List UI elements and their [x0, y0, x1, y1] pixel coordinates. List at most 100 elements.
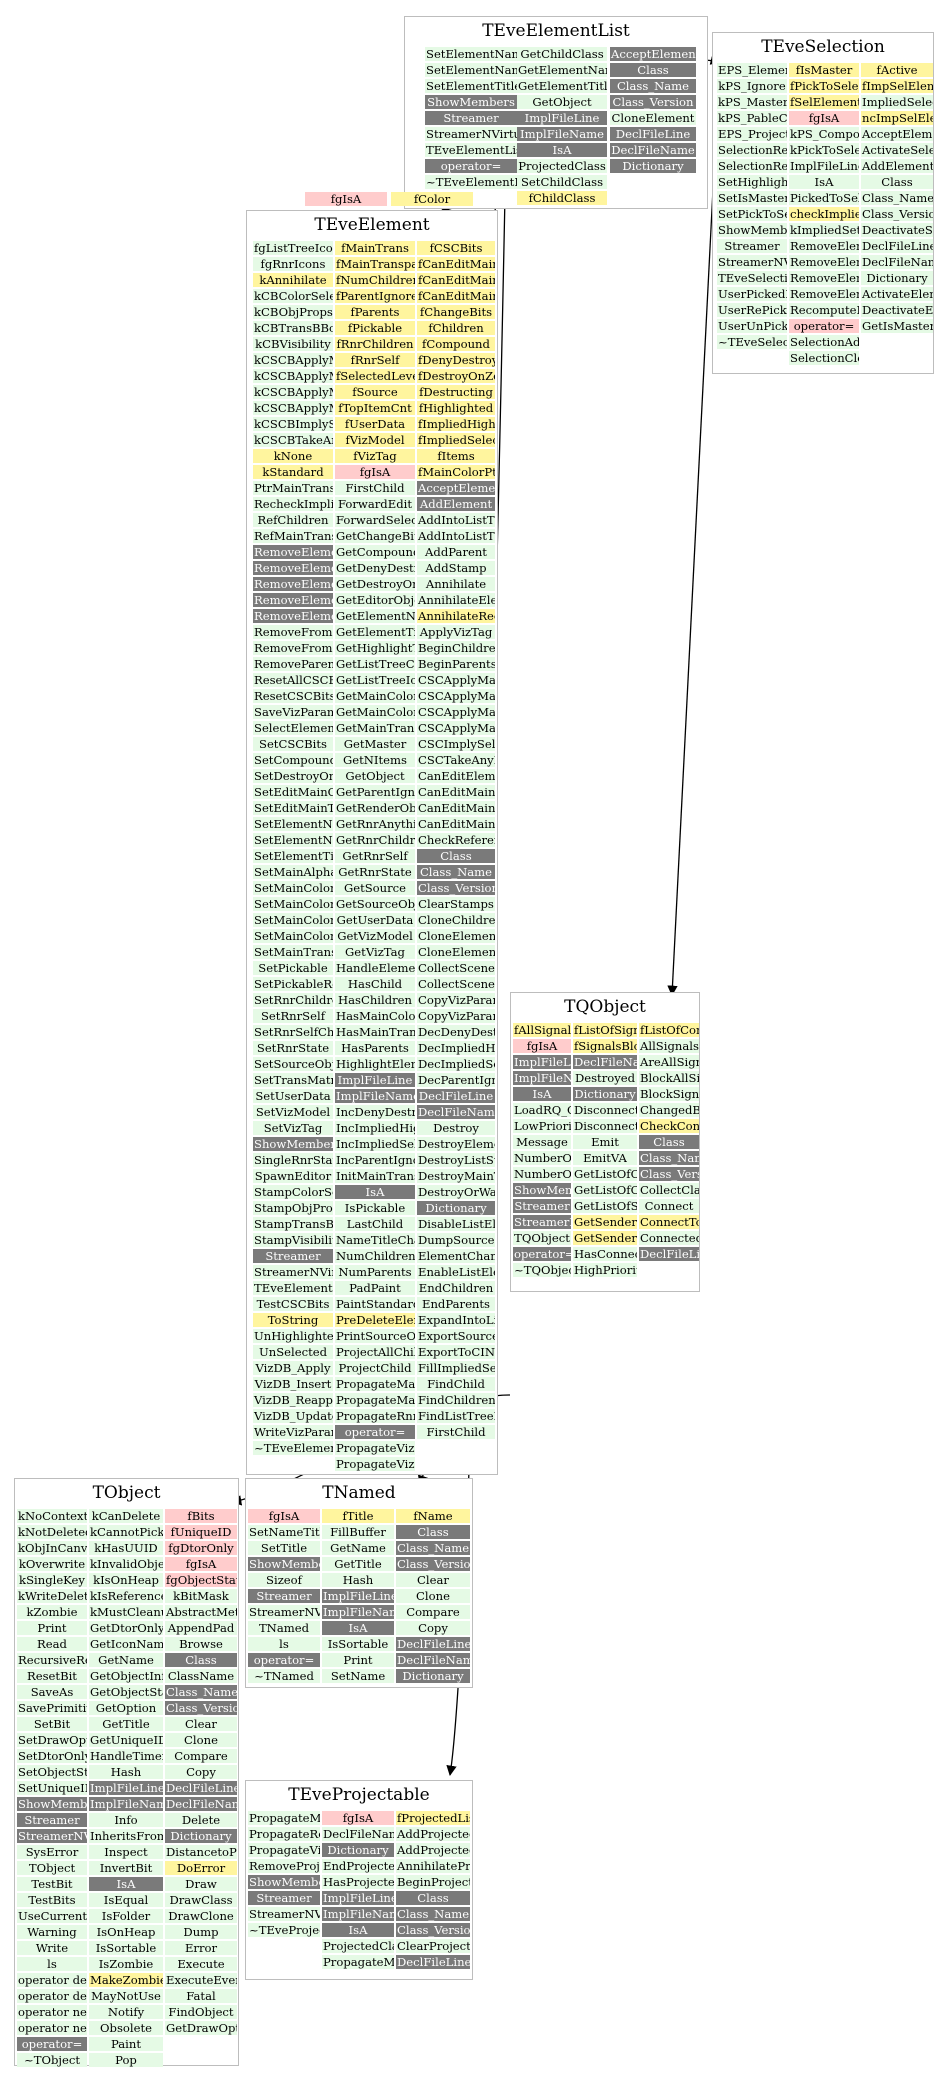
- class-member: Connect: [639, 1199, 699, 1213]
- class-member: ClearProjectedList: [396, 1939, 470, 1953]
- class-member: ImplFileLine: [89, 1781, 163, 1795]
- class-member: SelectionAdded: [789, 335, 859, 349]
- class-member: GetElementTitle: [517, 79, 607, 93]
- class-member: AreAllSignalsBlocked: [639, 1055, 699, 1069]
- class-member: kOverwrite: [17, 1557, 87, 1571]
- class-member: ProjectedClass: [517, 159, 607, 173]
- class-member: VizDB_Reapply: [253, 1393, 333, 1407]
- class-member: fCanEditMainColor: [417, 257, 495, 271]
- class-box-teveprojectable: TEveProjectable PropagateMainTransparenc…: [245, 1780, 473, 1980]
- class-member: InvertBit: [89, 1861, 163, 1875]
- class-member: kImpliedSetForItem: [789, 223, 859, 237]
- class-member: Copy: [165, 1765, 237, 1779]
- class-member: PropagateVizParamsToElements: [335, 1441, 415, 1455]
- class-member: DeclFileName: [322, 1827, 394, 1841]
- class-member: kCSCBApplyMainColorToAllChildren: [253, 353, 333, 367]
- class-member: ActivateSelection: [861, 143, 933, 157]
- class-member: kInvalidObject: [89, 1557, 163, 1571]
- class-member: ClearStamps: [417, 897, 495, 911]
- member-column: kCanDelete kCannotPick kHasUUID kInvalidObj…: [89, 1509, 163, 2067]
- class-member: Dictionary: [417, 1201, 495, 1215]
- class-member: fParentIgnoreCnt: [335, 289, 415, 303]
- class-member: GetUniqueID: [89, 1733, 163, 1747]
- class-member: Class: [396, 1525, 470, 1539]
- class-member: Streamer: [717, 239, 787, 253]
- class-member: TQObject: [513, 1231, 571, 1245]
- class-member: EndChildren: [417, 1281, 495, 1295]
- class-member: GetRnrAnything: [335, 817, 415, 831]
- class-member: EndParents: [417, 1297, 495, 1311]
- class-member: CopyVizParamsFromDB: [417, 1009, 495, 1023]
- class-member: RemoveElementsLocal: [253, 593, 333, 607]
- class-member: Print: [322, 1653, 394, 1667]
- class-member: kIsReferenced: [89, 1589, 163, 1603]
- class-member: Dictionary: [861, 271, 933, 285]
- class-member: AnnihilateProjecteds: [396, 1859, 470, 1873]
- class-member: HasConnection: [573, 1247, 637, 1261]
- class-member: VizDB_UpdateModel: [253, 1409, 333, 1423]
- class-member: Sizeof: [248, 1573, 320, 1587]
- class-member: NameTitleChanged: [335, 1233, 415, 1247]
- class-member: kCSCBApplyMainTransparencyToAllChildren: [253, 385, 333, 399]
- class-member: Class_Name: [396, 1541, 470, 1555]
- class-member: Clear: [165, 1717, 237, 1731]
- class-member: SingleRnrState: [253, 1153, 333, 1167]
- class-member: RefMainTrans: [253, 529, 333, 543]
- class-member: kCBVisibility: [253, 337, 333, 351]
- class-box-teveselection: TEveSelection EPS_Element kPS_Ignore kPS_M…: [712, 32, 934, 374]
- class-member: UnHighlighted: [253, 1329, 333, 1343]
- class-member: fPickToSelect: [789, 79, 859, 93]
- class-member: fgObjectStat: [165, 1573, 237, 1587]
- class-member: AddElement: [417, 497, 495, 511]
- class-member: CloneElement: [417, 929, 495, 943]
- class-member: RemoveFromListTrees: [253, 641, 333, 655]
- class-member: ShowMembers: [717, 223, 787, 237]
- class-member: Class: [165, 1653, 237, 1667]
- class-member: fChildren: [417, 321, 495, 335]
- class-member: UseCurrentStyle: [17, 1909, 87, 1923]
- class-member: BeginParents: [417, 657, 495, 671]
- class-member: AddElement: [861, 159, 933, 173]
- class-member: DeclFileName: [861, 255, 933, 269]
- class-member: DeclFileName: [417, 1105, 495, 1119]
- class-member: TestBit: [17, 1877, 87, 1891]
- class-member: Execute: [165, 1957, 237, 1971]
- class-member: SpawnEditor: [253, 1169, 333, 1183]
- class-member: FindObject: [165, 2005, 237, 2019]
- class-member: RecheckImpliedSelections: [253, 497, 333, 511]
- class-box-tqobject: TQObject fAllSignalsBlocked fgIsA ImplFile…: [510, 992, 700, 1292]
- class-member: SetCompound: [253, 753, 333, 767]
- class-member: DecImpliedSelected: [417, 1057, 495, 1071]
- class-member: Destroyed: [573, 1071, 637, 1085]
- class-member: fgIsA: [789, 111, 859, 125]
- class-member: FindChild: [417, 1377, 495, 1391]
- class-member: Browse: [165, 1637, 237, 1651]
- class-member: kPS_PableCompound: [717, 111, 787, 125]
- class-member: IsA: [513, 1087, 571, 1101]
- class-member: SavePrimitive: [17, 1701, 87, 1715]
- class-member: ForwardEdit: [335, 497, 415, 511]
- class-member: operator=: [513, 1247, 571, 1261]
- class-member: fImpSelElement: [861, 79, 933, 93]
- class-member: SetVizModel: [253, 1105, 333, 1119]
- class-member: IsFolder: [89, 1909, 163, 1923]
- class-member: kIsOnHeap: [89, 1573, 163, 1587]
- class-member: RemoveElementLocal: [789, 255, 859, 269]
- class-member: ImplFileLine: [335, 1073, 415, 1087]
- class-member: fVizTag: [335, 449, 415, 463]
- class-member: TEveElement: [253, 1281, 333, 1295]
- class-member: kWriteDelete: [17, 1589, 87, 1603]
- class-member: GetIsMaster: [861, 319, 933, 333]
- class-box-tobject: TObject kNoContextMenu kNotDeleted kObjInC…: [14, 1478, 239, 2067]
- class-member: ~TEveSelection: [717, 335, 787, 349]
- class-member: PropagateRenderState: [248, 1827, 320, 1841]
- class-member: SelectionRemoved: [717, 143, 787, 157]
- class-member: StampVisibility: [253, 1233, 333, 1247]
- class-member: DeactivateSelection: [861, 223, 933, 237]
- class-member: IsA: [89, 1877, 163, 1891]
- class-member: fNumChildren: [335, 273, 415, 287]
- class-member: DecDenyDestroy: [417, 1025, 495, 1039]
- class-member: TEveElementList: [425, 143, 517, 157]
- class-member: fCSCBits: [417, 241, 495, 255]
- class-member: Streamer: [248, 1589, 320, 1603]
